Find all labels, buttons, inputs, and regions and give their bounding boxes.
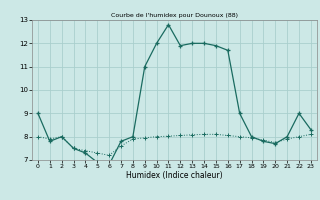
X-axis label: Humidex (Indice chaleur): Humidex (Indice chaleur) [126, 171, 223, 180]
Title: Courbe de l'humidex pour Dounoux (88): Courbe de l'humidex pour Dounoux (88) [111, 13, 238, 18]
